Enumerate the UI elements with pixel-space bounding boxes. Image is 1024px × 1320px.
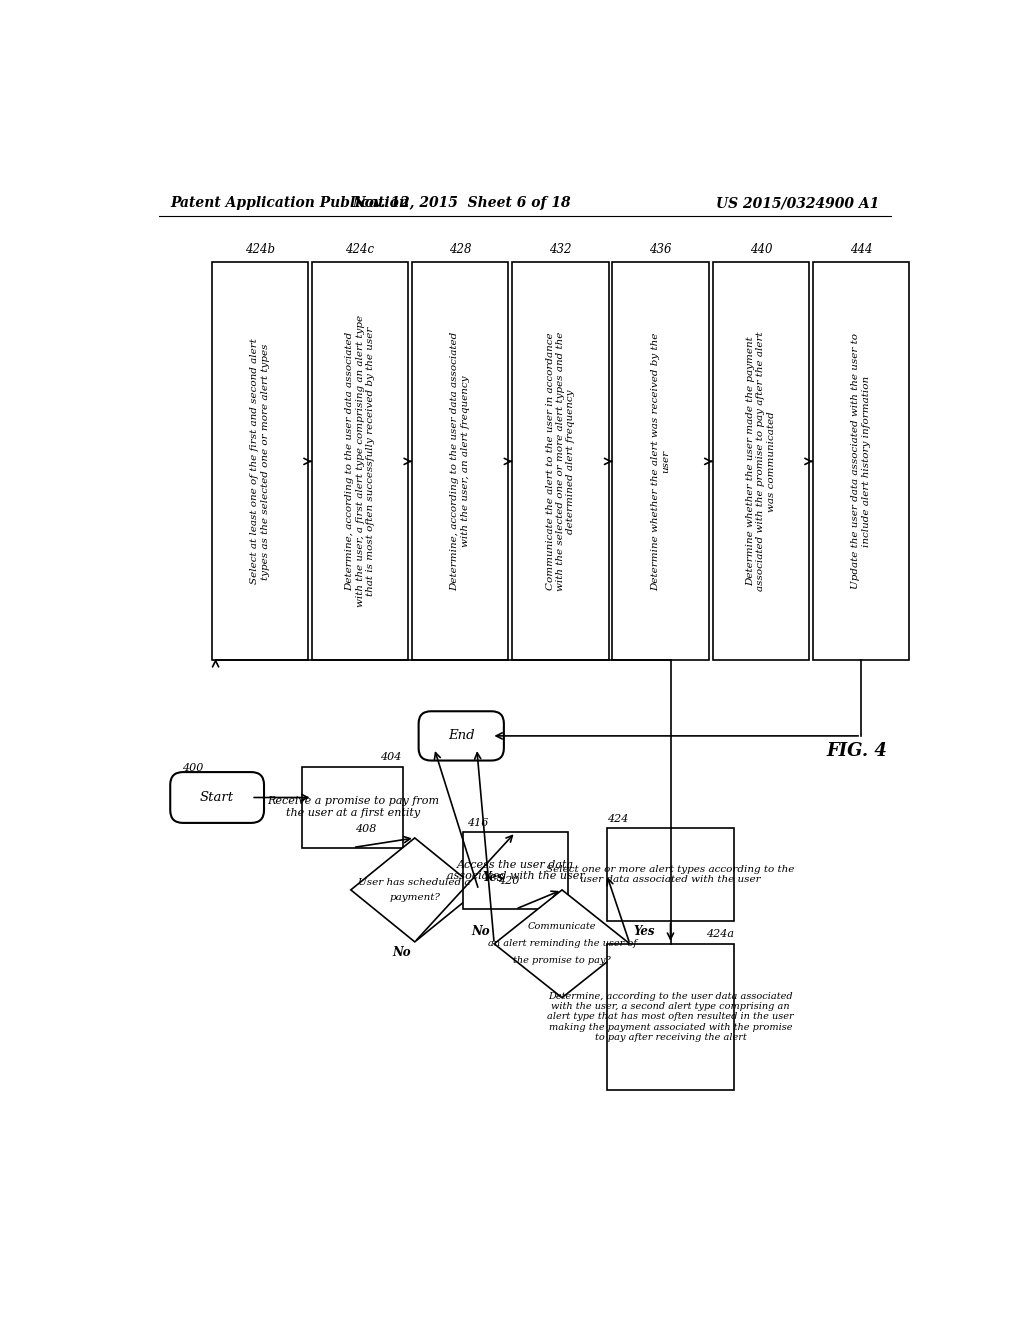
Text: 420: 420 <box>498 876 519 886</box>
Text: Select one or more alert types according to the
user data associated with the us: Select one or more alert types according… <box>547 865 795 884</box>
Text: 424: 424 <box>606 813 628 824</box>
Text: FIG. 4: FIG. 4 <box>826 742 888 760</box>
FancyBboxPatch shape <box>606 829 734 921</box>
FancyBboxPatch shape <box>302 767 403 847</box>
Text: Determine, according to the user data associated
with the user, an alert frequen: Determine, according to the user data as… <box>451 331 470 591</box>
Text: 424c: 424c <box>345 243 375 256</box>
Text: 424a: 424a <box>707 929 734 940</box>
Text: Select at least one of the first and second alert
types as the selected one or m: Select at least one of the first and sec… <box>250 338 269 585</box>
Text: Patent Application Publication: Patent Application Publication <box>171 197 410 210</box>
Text: No: No <box>472 924 490 937</box>
Text: Determine whether the user made the payment
associated with the promise to pay a: Determine whether the user made the paym… <box>745 331 776 591</box>
Text: Start: Start <box>200 791 234 804</box>
FancyBboxPatch shape <box>212 263 308 660</box>
Text: No: No <box>392 945 411 958</box>
Text: Determine, according to the user data associated
with the user, a first alert ty: Determine, according to the user data as… <box>345 315 375 607</box>
Polygon shape <box>495 890 630 998</box>
Text: End: End <box>447 730 474 742</box>
Text: Determine, according to the user data associated
with the user, a second alert t: Determine, according to the user data as… <box>547 991 794 1043</box>
Text: Access the user data
associated with the user: Access the user data associated with the… <box>446 859 585 882</box>
FancyBboxPatch shape <box>463 832 568 909</box>
Text: 416: 416 <box>467 817 488 828</box>
Text: Communicate the alert to the user in accordance
with the selected one or more al: Communicate the alert to the user in acc… <box>546 331 575 591</box>
Text: Nov. 12, 2015  Sheet 6 of 18: Nov. 12, 2015 Sheet 6 of 18 <box>352 197 570 210</box>
FancyBboxPatch shape <box>612 263 709 660</box>
Text: 432: 432 <box>549 243 571 256</box>
Text: Communicate: Communicate <box>527 923 596 932</box>
Text: 428: 428 <box>449 243 471 256</box>
Text: Yes: Yes <box>634 924 655 937</box>
Polygon shape <box>351 838 478 942</box>
Text: Receive a promise to pay from
the user at a first entity: Receive a promise to pay from the user a… <box>266 796 438 818</box>
Text: US 2015/0324900 A1: US 2015/0324900 A1 <box>717 197 880 210</box>
Text: User has scheduled a: User has scheduled a <box>358 878 471 887</box>
Text: 424b: 424b <box>245 243 274 256</box>
Text: 408: 408 <box>354 824 376 834</box>
Text: Determine whether the alert was received by the
user: Determine whether the alert was received… <box>651 333 671 590</box>
Text: Update the user data associated with the user to
include alert history informati: Update the user data associated with the… <box>851 334 870 590</box>
Text: the promise to pay?: the promise to pay? <box>513 956 611 965</box>
FancyBboxPatch shape <box>813 263 909 660</box>
Text: payment?: payment? <box>389 894 440 902</box>
FancyBboxPatch shape <box>412 263 508 660</box>
FancyBboxPatch shape <box>606 944 734 1090</box>
FancyBboxPatch shape <box>170 772 264 822</box>
FancyBboxPatch shape <box>713 263 809 660</box>
Text: an alert reminding the user of: an alert reminding the user of <box>487 940 637 948</box>
Text: 440: 440 <box>750 243 772 256</box>
Text: 400: 400 <box>182 763 203 774</box>
FancyBboxPatch shape <box>512 263 608 660</box>
Text: Yes: Yes <box>482 871 504 884</box>
FancyBboxPatch shape <box>419 711 504 760</box>
Text: 444: 444 <box>850 243 872 256</box>
Text: 404: 404 <box>380 752 401 762</box>
Text: 436: 436 <box>649 243 672 256</box>
FancyBboxPatch shape <box>312 263 409 660</box>
